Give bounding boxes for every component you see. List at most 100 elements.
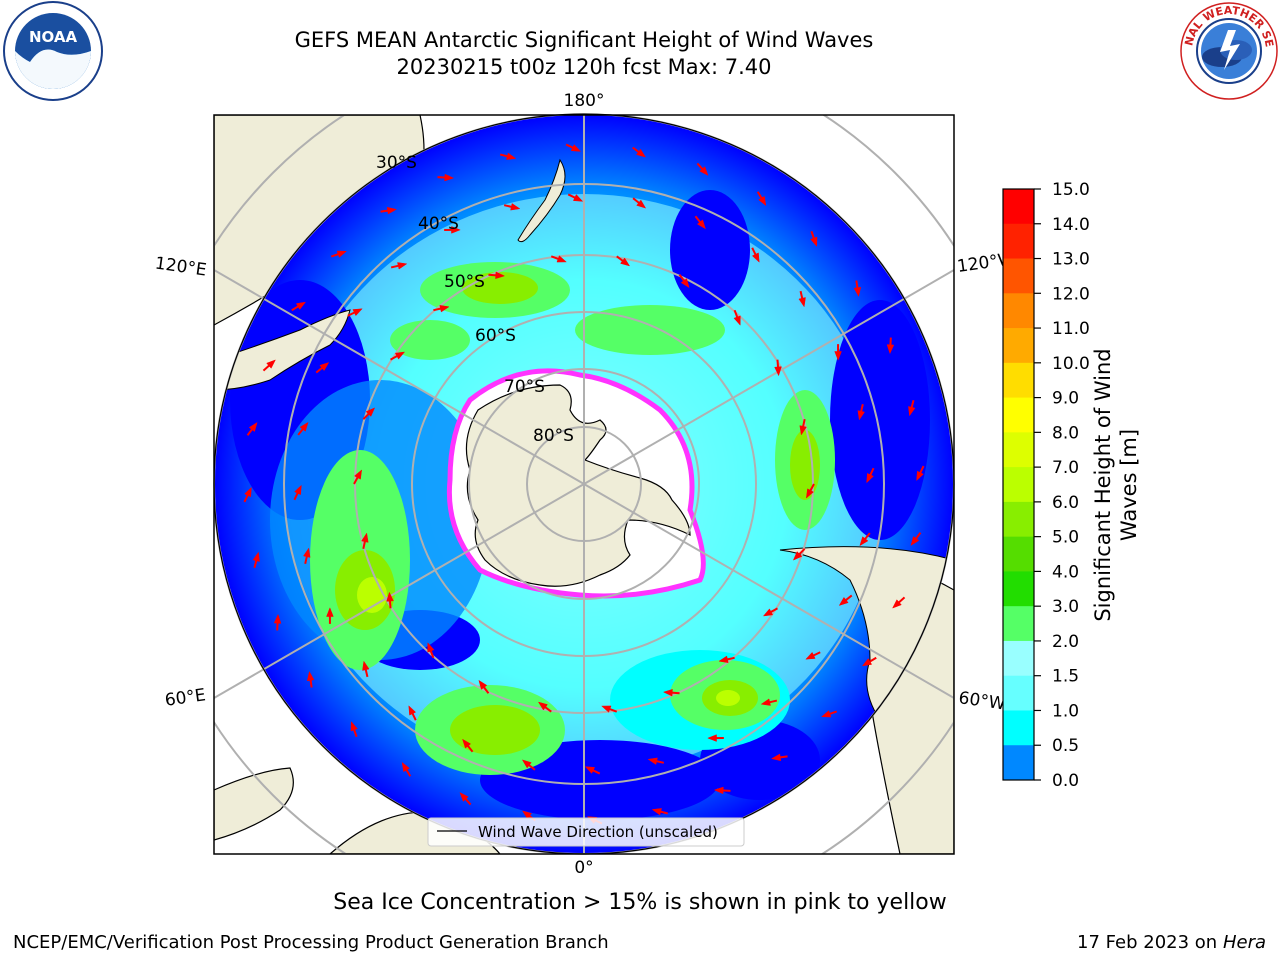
lat-label-80: 80°S: [533, 426, 574, 446]
wave-arrow-head: [751, 252, 760, 263]
wave-arrow-head: [386, 591, 394, 602]
colorbar-tick-label: 9.0: [1052, 389, 1079, 409]
wave-arrow-head: [394, 351, 406, 360]
wave-arrow-head: [651, 808, 662, 816]
wave-arrow-head: [892, 599, 902, 609]
wave-arrow-head: [662, 688, 673, 697]
wave-arrow-head: [408, 705, 417, 716]
legend-label: Wind Wave Direction (unscaled): [478, 823, 718, 841]
wave-arrow-head: [857, 410, 865, 421]
wave-arrow-head: [636, 148, 647, 158]
wave-arrow-head: [861, 658, 873, 667]
wave-arrow-head: [459, 792, 469, 802]
wave-arrow-head: [244, 486, 252, 498]
wave-arrow-head: [506, 152, 517, 160]
wave-arrow-head: [294, 484, 302, 496]
lon-label-top: 180°: [564, 91, 605, 111]
wave-arrow-head: [354, 469, 363, 480]
wave-arrow-head: [248, 421, 258, 432]
colorbar-tick-label: 6.0: [1052, 493, 1079, 513]
colorbar-tick-label: 1.0: [1052, 701, 1079, 721]
colorbar-swatch: [1003, 606, 1034, 642]
wave-arrow-head: [853, 286, 862, 297]
lat-label-40: 40°S: [418, 214, 459, 234]
wave-arrow-head: [647, 757, 658, 765]
colorbar-swatch: [1003, 328, 1034, 364]
wave-arrow-head: [733, 315, 741, 326]
wave-arrow-head: [478, 679, 488, 690]
colorbar-tick-label: 15.0: [1052, 180, 1090, 200]
colorbar-swatch: [1003, 223, 1034, 260]
lat-label-30: 30°S: [376, 153, 417, 173]
wave-arrow-head: [326, 607, 334, 617]
colorbar-tick-label: 2.0: [1052, 632, 1079, 652]
wave-arrow-head: [636, 199, 647, 209]
wave-arrow-head: [350, 721, 358, 732]
colorbar-tick-label: 8.0: [1052, 423, 1079, 443]
colorbar-tick-label: 12.0: [1052, 284, 1090, 304]
wave-arrow-head: [427, 642, 435, 653]
colorbar-tick-label: 4.0: [1052, 562, 1079, 582]
wave-arrow-head: [266, 359, 276, 369]
colorbar-swatch: [1003, 536, 1034, 572]
colorbar-swatch: [1003, 258, 1034, 294]
wave-arrow-head: [805, 651, 816, 660]
wave-arrow-head: [299, 421, 309, 432]
wave-arrow-head: [273, 613, 282, 624]
footer-date: 17 Feb 2023 on Hera: [1077, 932, 1266, 953]
wave-arrow-head: [570, 144, 582, 152]
lat-label-50: 50°S: [444, 272, 485, 292]
colorbar-swatch: [1003, 432, 1034, 468]
colorbar-tick-label: 13.0: [1052, 250, 1090, 270]
wave-arrow-head: [336, 250, 347, 258]
colorbar-swatch: [1003, 640, 1034, 677]
wave-arrow-head: [252, 551, 260, 562]
wave-arrow-head: [799, 425, 807, 436]
wave-arrow-head: [401, 761, 410, 773]
colorbar-tick-label: 14.0: [1052, 215, 1090, 235]
wave-arrow-head: [352, 308, 363, 317]
wave-arrow-head: [572, 194, 584, 202]
wave-arrow-head: [521, 810, 532, 820]
wave-arrow-head: [821, 710, 832, 718]
colorbar-tick-label: 3.0: [1052, 597, 1079, 617]
wave-arrow-head: [510, 203, 521, 211]
colorbar-swatch: [1003, 571, 1034, 607]
wave-arrow-head: [495, 271, 506, 280]
map-legend: Wind Wave Direction (unscaled): [427, 817, 745, 847]
wave-arrow-head: [556, 255, 567, 263]
colorbar-tick-label: 10.0: [1052, 354, 1090, 374]
wave-arrow-head: [521, 759, 532, 769]
wave-arrow-head: [792, 551, 803, 561]
wave-arrow-head: [758, 195, 767, 207]
footer-producer: NCEP/EMC/Verification Post Processing Pr…: [13, 932, 609, 953]
wave-arrow-head: [866, 472, 874, 484]
colorbar-tick-label: 5.0: [1052, 528, 1079, 548]
chart-title: GEFS MEAN Antarctic Significant Height o…: [294, 28, 874, 52]
lon-label-bottom: 0°: [574, 858, 593, 878]
wave-arrow-head: [908, 406, 916, 417]
colorbar-swatch: [1003, 745, 1034, 781]
wave-arrow-head: [295, 301, 307, 310]
colorbar-tick-label: 7.0: [1052, 458, 1079, 478]
wave-arrow-head: [696, 219, 706, 230]
colorbar-title: Significant Height of Wind Waves [m]: [1091, 348, 1141, 622]
wave-arrow-head: [771, 753, 782, 762]
colorbar-swatch: [1003, 710, 1034, 746]
wave-arrow-head: [601, 705, 612, 713]
wave-arrow-head: [319, 362, 330, 372]
wave-arrow-head: [439, 305, 450, 313]
colorbar-swatch: [1003, 362, 1034, 399]
noaa-logo-text: NOAA: [29, 28, 78, 46]
wave-arrow-head: [834, 351, 842, 361]
nws-logo: NATIONAL WEATHER SERVICE: [1178, 0, 1278, 100]
wave-arrow-head: [838, 596, 849, 606]
wave-arrow-head: [462, 738, 472, 749]
chart-subtitle: 20230215 t00z 120h fcst Max: 7.40: [396, 55, 772, 79]
wave-arrow-head: [760, 698, 771, 706]
wave-arrow-head: [537, 701, 548, 711]
wave-arrow-head: [365, 407, 376, 417]
noaa-logo: NOAA: [3, 1, 103, 101]
wave-arrow-head: [910, 536, 920, 547]
